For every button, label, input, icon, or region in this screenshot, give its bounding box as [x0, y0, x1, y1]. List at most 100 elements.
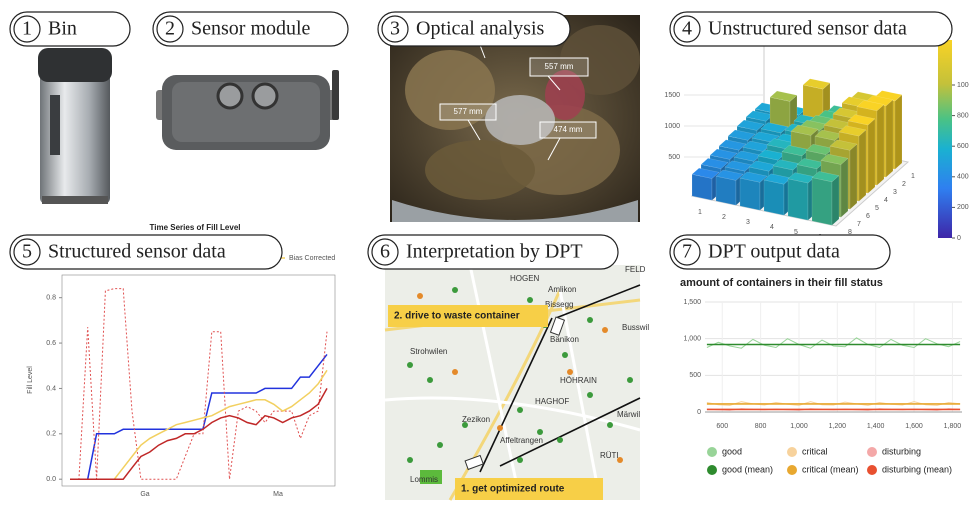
y-tick-label: 0.2 — [46, 431, 56, 438]
container-dot — [602, 327, 608, 333]
x-tick-label: 4 — [770, 224, 774, 231]
sensor-eye — [218, 84, 242, 108]
container-dot — [587, 392, 593, 398]
bar-side — [886, 100, 893, 178]
bar-front — [788, 179, 808, 220]
container-dot — [407, 362, 413, 368]
y-tick-label: 7 — [857, 221, 861, 228]
panel-number: 4 — [682, 18, 692, 40]
plot-frame — [62, 275, 335, 486]
container-dot — [537, 429, 543, 435]
place-name: Zezikon — [462, 415, 490, 424]
sensor-face — [172, 82, 320, 142]
y-tick-label: 0.0 — [46, 476, 56, 483]
x-tick-label: 800 — [755, 423, 767, 430]
place-name: HAGHOF — [535, 397, 569, 406]
panel-label: Sensor module — [191, 18, 311, 40]
bar-front — [716, 176, 736, 205]
bar-front — [740, 178, 760, 210]
panel-number: 1 — [22, 18, 32, 40]
bar-side — [859, 130, 866, 201]
measurement: 577 mm — [454, 107, 483, 116]
step-label: 2. drive to waste container — [394, 311, 520, 322]
bin-base — [42, 196, 108, 204]
x-tick-label: 3 — [746, 219, 750, 226]
legend-label: critical (mean) — [802, 464, 859, 474]
container-dot — [417, 293, 423, 299]
place-name: Bänikon — [550, 335, 579, 344]
y-tick-label: 1,500 — [683, 299, 701, 306]
colorbar-tick-label: 1000 — [957, 82, 969, 89]
panel-label: Interpretation by DPT — [406, 241, 583, 263]
x-tick-label: Ga — [140, 491, 149, 498]
y-axis-title: Fill Level — [27, 366, 34, 394]
legend-swatch — [707, 447, 717, 457]
place-name: Lommis — [410, 475, 438, 484]
colorbar-tick-label: 800 — [957, 112, 969, 119]
place-name: HOGEN — [510, 274, 540, 283]
figure: 557 mm577 mm474 mm5001000150012345612345… — [0, 0, 969, 506]
bar-front — [812, 178, 832, 226]
place-name: Amlikon — [548, 285, 576, 294]
y-tick-label: 2 — [902, 181, 906, 188]
container-dot — [497, 425, 503, 431]
container-dot — [452, 369, 458, 375]
legend-label: good (mean) — [722, 464, 773, 474]
bar-front — [764, 180, 784, 215]
series-line — [70, 370, 327, 479]
colorbar — [938, 40, 952, 238]
bar-front — [692, 174, 712, 200]
colorbar-tick-label: 400 — [957, 174, 969, 181]
colorbar-tick-label: 0 — [957, 235, 961, 242]
container-dot — [607, 422, 613, 428]
place-name: Busswil — [622, 323, 649, 332]
x-tick-label: 1,000 — [790, 423, 808, 430]
container-dot — [517, 457, 523, 463]
place-name: FELD — [625, 265, 646, 274]
legend-swatch — [867, 465, 877, 475]
bar-3d — [740, 172, 767, 210]
photo-object — [425, 140, 535, 200]
measurement: 474 mm — [554, 125, 583, 134]
legend-label: disturbing (mean) — [882, 464, 952, 474]
panel-label: Optical analysis — [416, 18, 545, 40]
container-dot — [437, 442, 443, 448]
x-tick-label: 1,200 — [829, 423, 847, 430]
legend-swatch — [707, 465, 717, 475]
y-tick-label: 500 — [689, 372, 701, 379]
y-tick-label: 0.8 — [46, 295, 56, 302]
z-tick-label: 1500 — [664, 92, 680, 99]
container-dot — [527, 297, 533, 303]
bar-3d — [692, 168, 719, 200]
place-name: Affeltrangen — [500, 436, 543, 445]
bar-3d — [788, 173, 815, 221]
y-tick-label: 6 — [866, 213, 870, 220]
step-label: 1. get optimized route — [461, 484, 565, 495]
x-tick-label: 600 — [716, 423, 728, 430]
measurement: 557 mm — [545, 62, 574, 71]
container-dot — [627, 377, 633, 383]
x-tick-label: 1 — [698, 209, 702, 216]
chart-title: Time Series of Fill Level — [150, 223, 241, 232]
bar-3d — [716, 170, 743, 205]
legend-label: critical — [802, 446, 828, 456]
z-tick-label: 500 — [668, 154, 680, 161]
place-name: RÜTI — [600, 451, 619, 460]
bin-lid — [38, 48, 112, 82]
place-name: Strohwilen — [410, 347, 447, 356]
panel-label: Unstructured sensor data — [708, 18, 907, 40]
panel-number: 6 — [380, 241, 390, 263]
bar-side — [877, 105, 884, 186]
place-name: Bissegg — [545, 300, 573, 309]
bar-side — [850, 144, 857, 209]
bin-slot — [50, 95, 60, 155]
bar-side — [895, 95, 902, 169]
legend-swatch — [787, 465, 797, 475]
container-dot — [407, 457, 413, 463]
colorbar-tick-label: 600 — [957, 143, 969, 150]
container-dot — [517, 407, 523, 413]
series-line — [70, 289, 327, 480]
series-line — [707, 338, 960, 348]
container-dot — [557, 437, 563, 443]
bar-side — [868, 119, 875, 193]
